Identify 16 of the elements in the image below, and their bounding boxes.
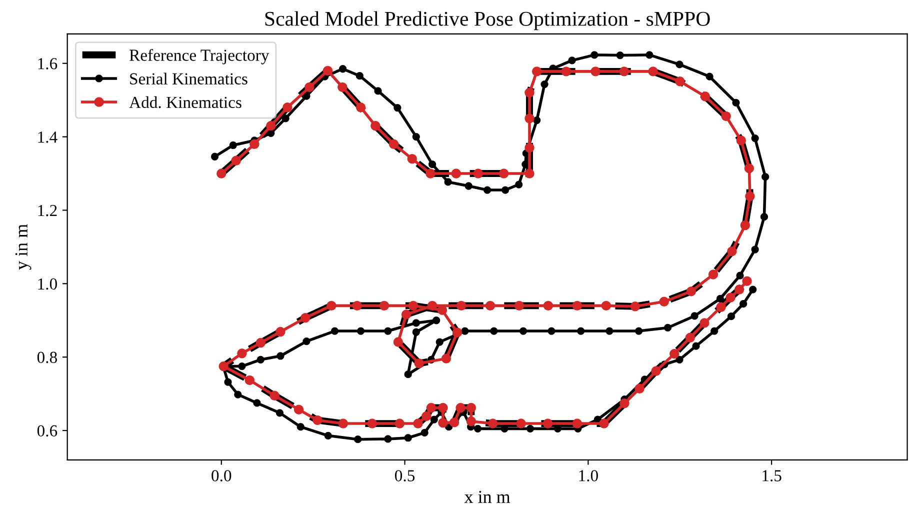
chart-title: Scaled Model Predictive Pose Optimization - sMPPO <box>265 11 710 30</box>
x-tick-label: 0.5 <box>395 470 415 482</box>
y-tick-label: 1.2 <box>38 204 57 216</box>
x-tick-label: 1.0 <box>579 470 598 482</box>
y-tick-label: 1.4 <box>38 132 58 143</box>
x-tick-label: 1.5 <box>762 470 782 482</box>
y-tick-label: 0.8 <box>37 352 57 364</box>
y-tick-label: 0.6 <box>37 425 58 437</box>
x-axis-title: x in m <box>464 490 510 503</box>
y-tick-label: 1.6 <box>38 58 58 70</box>
legend-label: Reference Trajectory <box>129 48 270 64</box>
legend-label: Serial Kinematics <box>130 72 248 84</box>
x-tick-label: 0.0 <box>212 470 232 482</box>
y-tick-label: 1.0 <box>38 278 57 290</box>
y-axis-title: y in m <box>15 224 32 270</box>
legend-label: Add. Kinematics <box>129 96 242 108</box>
